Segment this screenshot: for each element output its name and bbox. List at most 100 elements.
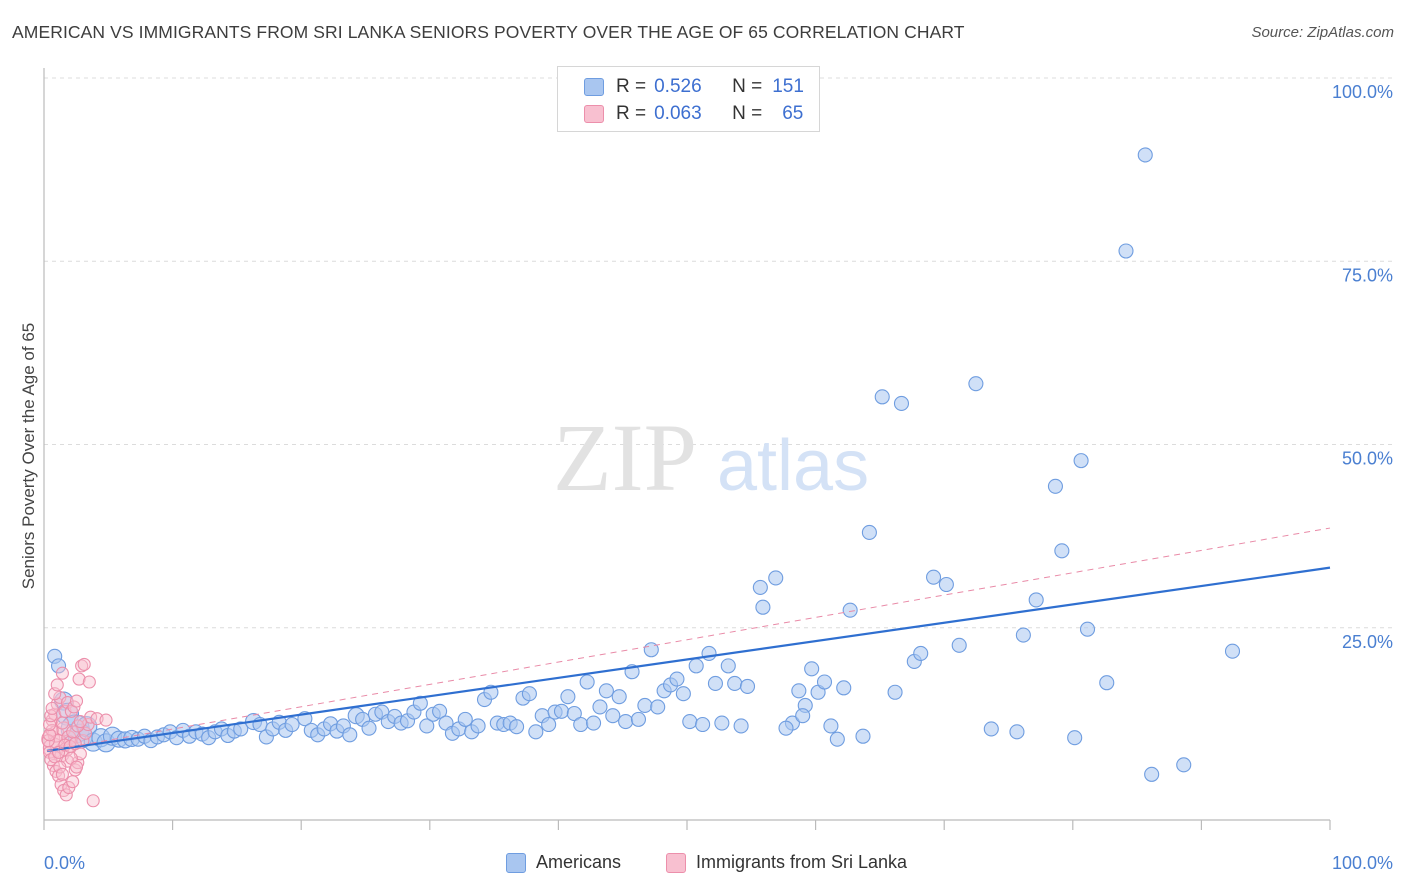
sri-lanka-point (53, 760, 67, 774)
legend-swatch-sri-lanka (584, 105, 604, 123)
y-tick-label-75: 75.0% (1342, 265, 1393, 285)
stats-legend: R = 0.526 N = 151 R = 0.063 N = 65 (557, 66, 820, 132)
sri-lanka-point (73, 715, 87, 729)
sri-lanka-point (69, 694, 84, 708)
americans-point (586, 715, 602, 731)
americans-point (688, 658, 704, 674)
bottom-legend-americans: Americans (506, 852, 621, 873)
americans-point (521, 686, 537, 702)
americans-point (951, 637, 967, 653)
americans-point (887, 684, 903, 700)
y-tick-label-100: 100.0% (1332, 82, 1393, 102)
americans-point (714, 715, 730, 731)
bottom-legend-swatch-sri-lanka (666, 852, 686, 873)
americans-point (675, 686, 691, 702)
sri-lanka-point (81, 717, 95, 732)
americans-point (566, 705, 582, 722)
americans-point (855, 728, 871, 744)
chart-title: AMERICAN VS IMMIGRANTS FROM SRI LANKA SE… (12, 22, 965, 42)
americans-point (598, 683, 614, 699)
americans-point (755, 599, 771, 615)
americans-point (727, 675, 743, 692)
sri-lanka-point (82, 675, 96, 689)
x-tick-label-100: 100.0% (1332, 853, 1393, 873)
americans-point (791, 683, 807, 699)
axis-labels: 25.0% 50.0% 75.0% 100.0% 0.0% 100.0% Seniors P… (19, 82, 1393, 873)
americans-point (874, 389, 890, 405)
sri-lanka-point (66, 775, 80, 789)
watermark: ZIP atlas (553, 404, 869, 511)
americans-point (470, 718, 486, 734)
americans-point (795, 708, 811, 724)
americans-point (284, 716, 300, 733)
americans-point (1047, 478, 1063, 494)
americans-point (1144, 766, 1160, 782)
sri-lanka-point (77, 657, 91, 671)
americans-point (968, 376, 984, 392)
americans-point (553, 703, 570, 719)
legend-row-sri-lanka: R = 0.063 N = 65 (584, 101, 803, 127)
americans-point (342, 727, 358, 743)
americans-trend-line (46, 566, 1331, 752)
legend-n-value: 65 (782, 103, 804, 124)
americans-point (419, 718, 435, 734)
watermark-zip: ZIP (553, 404, 697, 511)
americans-point (707, 675, 723, 692)
americans-point (701, 645, 717, 661)
sri-lanka-point (55, 666, 69, 680)
americans-point (1176, 757, 1192, 773)
americans-point (618, 714, 634, 730)
americans-point (861, 524, 877, 541)
americans-point (1118, 243, 1134, 259)
bottom-legend-label-sri-lanka: Immigrants from Sri Lanka (696, 852, 908, 872)
grid-lines (44, 77, 1392, 629)
americans-point (778, 720, 794, 736)
americans-point (1067, 730, 1083, 746)
trend-lines (46, 527, 1331, 752)
americans-point (823, 718, 839, 734)
americans-point (1028, 592, 1044, 608)
legend-r-value: 0.526 (654, 76, 702, 97)
sri-lanka-point (86, 794, 100, 808)
sri-lanka-trend-line (46, 527, 1331, 752)
americans-point (733, 718, 749, 734)
americans-point (1054, 543, 1070, 559)
sri-lanka-point (59, 788, 73, 802)
americans-point (361, 720, 377, 736)
americans-point (541, 716, 557, 733)
sri-lanka-point (72, 672, 86, 686)
americans-point (560, 689, 576, 705)
legend-n-label: N = (732, 103, 763, 124)
americans-point (720, 658, 736, 674)
legend-r-label: R = (616, 103, 647, 124)
americans-point (50, 658, 67, 674)
legend-swatch-americans (584, 78, 604, 96)
americans-point (528, 724, 544, 740)
y-axis-title: Seniors Poverty Over the Age of 65 (19, 323, 38, 589)
legend-n-value: 151 (772, 76, 804, 97)
bottom-legend-swatch-americans (506, 852, 526, 873)
americans-point (637, 697, 653, 713)
americans-point (412, 695, 428, 711)
americans-point (573, 716, 589, 733)
americans-point (611, 689, 627, 705)
legend-row-americans: R = 0.526 N = 151 (584, 74, 804, 100)
americans-point (579, 674, 595, 690)
legend-r-value: 0.063 (654, 103, 702, 124)
americans-point (669, 671, 685, 687)
sri-lanka-point (50, 678, 64, 692)
americans-point (682, 714, 698, 730)
sri-lanka-point (99, 713, 113, 727)
x-tick-label-0: 0.0% (44, 853, 85, 873)
data-points (41, 147, 1241, 808)
americans-point (816, 674, 833, 690)
americans-point (233, 721, 249, 737)
americans-point (983, 721, 999, 737)
y-tick-label-25: 25.0% (1342, 632, 1393, 652)
americans-point (938, 576, 954, 593)
sri-lanka-point (55, 767, 69, 781)
americans-point (630, 711, 647, 727)
source-label: Source: ZipAtlas.com (1251, 24, 1394, 41)
americans-point (1099, 675, 1115, 691)
